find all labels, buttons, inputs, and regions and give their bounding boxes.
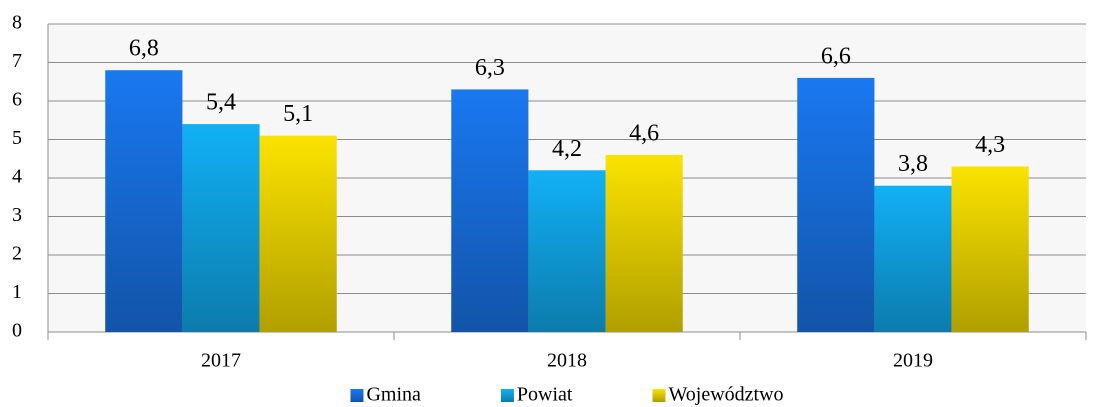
data-label: 6,3: [475, 55, 505, 81]
y-tick-label: 6: [12, 89, 22, 111]
y-tick-label: 0: [12, 320, 22, 342]
y-tick-label: 2: [12, 243, 22, 265]
data-label: 6,6: [821, 43, 851, 69]
y-tick-label: 3: [12, 204, 22, 226]
legend-marker-shade: [652, 389, 666, 402]
bar: [451, 89, 529, 332]
bar: [874, 185, 952, 332]
legend-label: Gmina: [366, 384, 421, 406]
x-tick-label: 2019: [893, 350, 933, 372]
x-tick-label: 2017: [201, 350, 241, 372]
data-label: 4,3: [975, 132, 1005, 158]
y-tick-label: 7: [12, 50, 22, 72]
bar: [528, 170, 606, 332]
data-label: 5,1: [283, 101, 313, 127]
legend-label: Województwo: [668, 384, 783, 406]
bar: [605, 154, 683, 332]
bar: [182, 124, 260, 332]
data-label: 3,8: [898, 151, 928, 177]
y-tick-label: 4: [12, 166, 22, 188]
x-tick-label: 2018: [547, 350, 587, 372]
legend-label: Powiat: [517, 384, 573, 406]
bar: [797, 77, 875, 333]
y-tick-label: 8: [12, 12, 22, 34]
legend-marker-shade: [350, 389, 364, 402]
bar: [105, 70, 183, 332]
data-label: 4,2: [552, 136, 582, 162]
y-tick-label: 5: [12, 127, 22, 149]
legend-marker-shade: [500, 389, 514, 402]
data-label: 4,6: [629, 120, 659, 146]
bar: [259, 135, 337, 332]
data-label: 6,8: [129, 36, 159, 62]
y-tick-label: 1: [12, 281, 22, 303]
data-label: 5,4: [206, 90, 236, 116]
bar: [951, 166, 1029, 332]
